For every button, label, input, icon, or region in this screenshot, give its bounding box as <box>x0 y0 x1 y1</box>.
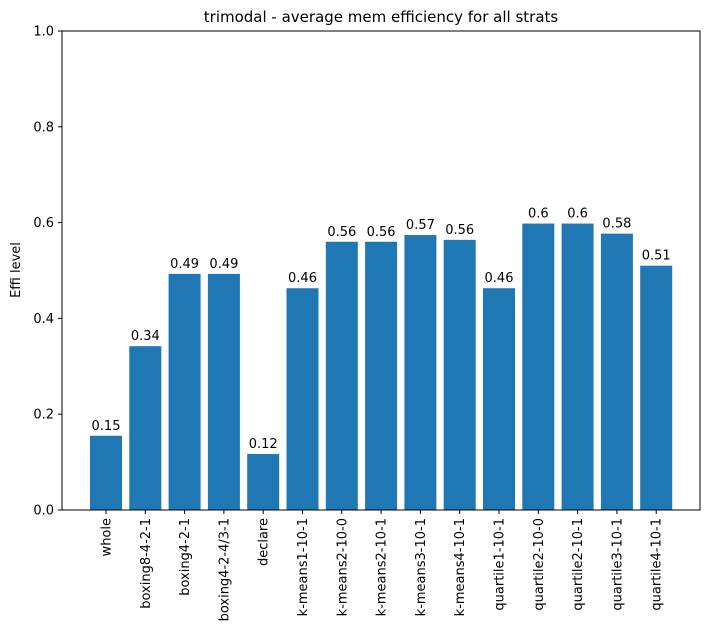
x-tick-label-7: k-means2-10-1 <box>375 518 390 616</box>
x-tick-label-4: declare <box>257 518 272 566</box>
x-tick-label-8: k-means3-10-1 <box>414 518 429 616</box>
data-label-7: 0.56 <box>367 225 396 240</box>
x-tick-label-6: k-means2-10-0 <box>335 518 350 616</box>
y-tick-label-3: 0.6 <box>33 216 54 231</box>
y-tick-label-2: 0.4 <box>33 312 54 327</box>
bar-1 <box>129 346 162 510</box>
bar-6 <box>325 241 358 510</box>
x-axis: whole boxing8-4-2-1 boxing4-2-1 boxing4-2-4… <box>100 510 665 621</box>
bar-8 <box>404 235 437 510</box>
x-tick-label-10: quartile1-10-1 <box>493 518 508 611</box>
data-label-9: 0.56 <box>445 223 474 238</box>
data-label-8: 0.57 <box>406 218 435 233</box>
bars-group <box>90 223 673 511</box>
data-label-11: 0.6 <box>528 207 549 222</box>
y-axis-label: Effi level <box>9 242 24 298</box>
y-axis: 0.0 0.2 0.4 0.6 0.8 1.0 <box>33 25 62 519</box>
bar-0 <box>90 435 122 510</box>
bar-12 <box>561 223 594 511</box>
x-tick-label-1: boxing8-4-2-1 <box>139 518 154 609</box>
data-label-13: 0.58 <box>602 217 631 232</box>
bar-13 <box>600 233 633 510</box>
x-tick-label-2: boxing4-2-1 <box>178 518 193 596</box>
chart-title: trimodal - average mem efficiency for al… <box>204 8 559 26</box>
plot-frame <box>61 30 701 511</box>
data-label-5: 0.46 <box>288 271 317 286</box>
x-tick-label-14: quartile4-10-1 <box>650 518 665 611</box>
data-label-4: 0.12 <box>249 437 278 452</box>
bar-14 <box>640 265 673 510</box>
y-tick-label-4: 0.8 <box>33 120 54 135</box>
y-tick-label-0: 0.0 <box>33 504 54 519</box>
x-tick-label-5: k-means1-10-1 <box>296 518 311 616</box>
data-label-0: 0.15 <box>92 419 121 434</box>
data-label-6: 0.56 <box>327 225 356 240</box>
data-label-14: 0.51 <box>642 249 671 264</box>
y-tick-label-5: 1.0 <box>33 25 54 40</box>
x-tick-label-12: quartile2-10-1 <box>571 518 586 611</box>
bar-9 <box>443 239 476 510</box>
x-tick-label-0: whole <box>100 518 115 556</box>
bar-3 <box>207 273 240 510</box>
bar-5 <box>286 288 319 510</box>
x-tick-label-9: k-means4-10-1 <box>453 518 468 616</box>
bar-10 <box>483 288 515 510</box>
bar-7 <box>365 241 398 510</box>
data-label-12: 0.6 <box>567 207 588 222</box>
data-label-10: 0.46 <box>485 271 514 286</box>
x-tick-label-3: boxing4-2-4/3-1 <box>217 518 232 621</box>
bar-2 <box>168 273 201 510</box>
x-tick-label-11: quartile2-10-0 <box>532 518 547 611</box>
bar-4 <box>247 453 280 510</box>
data-label-1: 0.34 <box>131 329 160 344</box>
data-label-3: 0.49 <box>209 257 238 272</box>
data-label-2: 0.49 <box>170 257 199 272</box>
x-tick-label-13: quartile3-10-1 <box>610 518 625 611</box>
bar-11 <box>522 223 555 511</box>
y-tick-label-1: 0.2 <box>33 408 54 423</box>
data-labels-group: 0.15 0.34 0.49 0.49 0.12 0.46 0.56 0.56 0.57 0.56… <box>92 207 671 452</box>
